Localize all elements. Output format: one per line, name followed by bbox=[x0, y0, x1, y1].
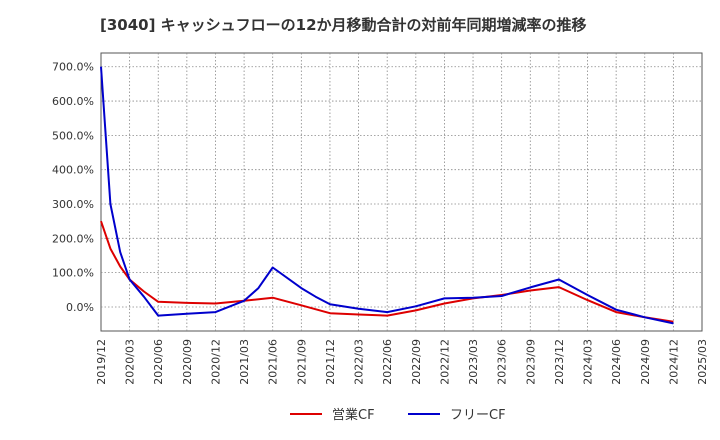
legend-label: 営業CF bbox=[332, 407, 375, 423]
y-tick-label: 500.0% bbox=[52, 129, 94, 142]
series-line-free-cf bbox=[100, 66, 674, 325]
series-line-operating-cf bbox=[100, 220, 674, 323]
y-tick-label: 200.0% bbox=[52, 232, 94, 245]
x-tick-label: 2025/03 bbox=[696, 339, 709, 385]
plot-frame bbox=[100, 52, 703, 332]
x-tick-label: 2022/03 bbox=[353, 339, 366, 385]
x-tick-label: 2021/09 bbox=[295, 339, 308, 385]
y-tick-label: 400.0% bbox=[52, 164, 94, 177]
x-tick-label: 2024/12 bbox=[667, 339, 680, 385]
x-tick-label: 2023/12 bbox=[553, 339, 566, 385]
x-tick-label: 2023/03 bbox=[467, 339, 480, 385]
y-tick-label: 300.0% bbox=[52, 198, 94, 211]
y-tick-label: 700.0% bbox=[52, 61, 94, 74]
y-tick-label: 0.0% bbox=[66, 301, 94, 314]
x-tick-label: 2024/09 bbox=[639, 339, 652, 385]
y-tick-label: 100.0% bbox=[52, 267, 94, 280]
x-tick-label: 2021/12 bbox=[324, 339, 337, 385]
x-tick-label: 2022/09 bbox=[410, 339, 423, 385]
x-tick-label: 2024/06 bbox=[610, 339, 623, 385]
x-tick-label: 2023/09 bbox=[524, 339, 537, 385]
x-tick-label: 2021/06 bbox=[267, 339, 280, 385]
x-tick-label: 2020/09 bbox=[181, 339, 194, 385]
x-tick-label: 2019/12 bbox=[95, 339, 108, 385]
x-tick-label: 2020/03 bbox=[124, 339, 137, 385]
x-tick-label: 2024/03 bbox=[582, 339, 595, 385]
chart-title: [3040] キャッシュフローの12か月移動合計の対前年同期増減率の推移 bbox=[100, 16, 587, 34]
x-tick-label: 2022/06 bbox=[381, 339, 394, 385]
x-tick-label: 2023/06 bbox=[496, 339, 509, 385]
x-tick-label: 2022/12 bbox=[438, 339, 451, 385]
x-tick-label: 2020/12 bbox=[209, 339, 222, 385]
x-tick-label: 2020/06 bbox=[152, 339, 165, 385]
legend-label: フリーCF bbox=[450, 408, 506, 423]
x-tick-label: 2021/03 bbox=[238, 339, 251, 385]
y-tick-label: 600.0% bbox=[52, 95, 94, 108]
